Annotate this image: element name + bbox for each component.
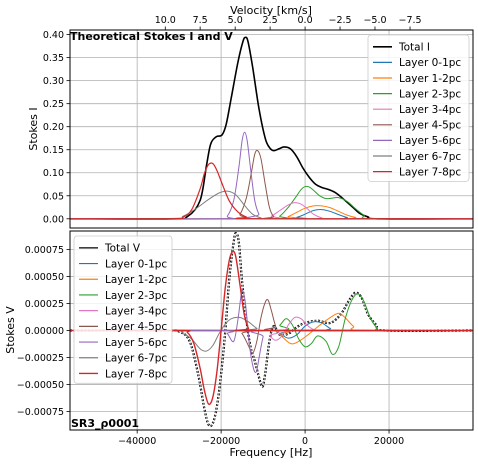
series-line-layer-1-2pc xyxy=(69,312,474,345)
y-tick-label: 0.00000 xyxy=(25,326,64,337)
y-tick-label: 0.00075 xyxy=(25,245,64,256)
y-tick-label: 0.15 xyxy=(43,145,64,156)
legend-label-layer-0-1pc: Layer 0-1pc xyxy=(105,258,167,270)
legend-label-layer-6-7pc: Layer 6-7pc xyxy=(105,353,167,365)
velocity-ticks: 10.0 7.5 5.0 2.5 0.0 −2.5 −5.0 −7.5 xyxy=(155,15,422,30)
legend-label-layer-1-2pc: Layer 1-2pc xyxy=(105,274,167,286)
legend-label-layer-3-4pc: Layer 3-4pc xyxy=(399,104,461,116)
series-line-layer-4-5pc xyxy=(69,149,474,220)
series-line-layer-5-6pc xyxy=(69,131,474,220)
legend-label-total-v: Total V xyxy=(104,243,141,255)
legend-box xyxy=(73,235,173,384)
stokes-v-y-ticks: −0.00075 −0.00050 −0.00025 0.00000 0.00025 0.… xyxy=(17,245,70,418)
frequency-axis-label: Frequency [Hz] xyxy=(230,446,313,459)
stokes-i-panel: 0.00 0.05 0.10 0.15 0.20 0.25 0.30 0.35 0.40 10.… xyxy=(27,4,474,229)
legend-label-total-i: Total I xyxy=(398,42,430,54)
stokes-i-axis-label: Stokes I xyxy=(27,107,40,150)
velocity-tick-label: 5.0 xyxy=(228,15,243,26)
velocity-tick-label: 0.0 xyxy=(298,15,313,26)
legend-label-layer-7-8pc: Layer 7-8pc xyxy=(399,166,461,178)
stokes-v-panel: −0.00075 −0.00050 −0.00025 0.00000 0.00025 0.… xyxy=(4,230,474,459)
y-tick-label: 0.00050 xyxy=(25,272,64,283)
y-tick-label: 0.00 xyxy=(43,214,64,225)
stokes-i-series-group xyxy=(69,36,474,220)
series-line-layer-1-2pc xyxy=(69,205,474,220)
y-tick-label: −0.00025 xyxy=(17,353,64,364)
velocity-tick-label: −2.5 xyxy=(329,15,352,26)
velocity-axis-label: Velocity [km/s] xyxy=(230,4,312,17)
source-annotation: SR3_ρ0001 xyxy=(71,417,139,430)
chart-title: Theoretical Stokes I and V xyxy=(70,30,233,43)
legend-label-layer-5-6pc: Layer 5-6pc xyxy=(105,337,167,349)
legend-label-layer-7-8pc: Layer 7-8pc xyxy=(105,368,167,380)
series-line-layer-6-7pc xyxy=(69,316,474,352)
velocity-tick-label: 7.5 xyxy=(193,15,208,26)
legend-label-layer-3-4pc: Layer 3-4pc xyxy=(105,305,167,317)
stokes-i-y-ticks: 0.00 0.05 0.10 0.15 0.20 0.25 0.30 0.35 0.40 xyxy=(43,30,70,225)
series-line-layer-7-8pc xyxy=(69,162,474,220)
legend-label-layer-5-6pc: Layer 5-6pc xyxy=(399,135,461,147)
legend-label-layer-2-3pc: Layer 2-3pc xyxy=(399,88,461,100)
stokes-v-series-group xyxy=(69,232,474,428)
frequency-tick-label: 0 xyxy=(302,436,308,447)
legend-label-layer-2-3pc: Layer 2-3pc xyxy=(105,290,167,302)
stokes-i-legend: Total I Layer 0-1pc Layer 1-2pc Layer 2-3pc… xyxy=(367,34,470,182)
frequency-tick-label: −20000 xyxy=(202,436,240,447)
velocity-tick-label: −5.0 xyxy=(363,15,386,26)
velocity-tick-label: 2.5 xyxy=(263,15,278,26)
series-line-layer-5-6pc xyxy=(69,289,474,373)
stokes-i-plot-frame xyxy=(69,29,474,229)
stokes-v-axis-label: Stokes V xyxy=(4,306,17,354)
frequency-tick-label: −40000 xyxy=(118,436,156,447)
y-tick-label: −0.00050 xyxy=(17,380,64,391)
series-line-layer-4-5pc xyxy=(69,299,474,354)
legend-label-layer-1-2pc: Layer 1-2pc xyxy=(399,73,461,85)
y-tick-label: −0.00075 xyxy=(17,407,64,418)
y-tick-label: 0.25 xyxy=(43,99,64,110)
frequency-ticks: −40000 −20000 0 20000 xyxy=(118,430,404,447)
stokes-v-legend: Total V Layer 0-1pc Layer 1-2pc Layer 2-3pc… xyxy=(73,235,173,384)
y-tick-label: 0.40 xyxy=(43,30,64,41)
velocity-tick-label: 10.0 xyxy=(155,15,176,26)
y-tick-label: 0.30 xyxy=(43,76,64,87)
y-tick-label: 0.05 xyxy=(43,191,64,202)
legend-label-layer-4-5pc: Layer 4-5pc xyxy=(399,120,461,132)
y-tick-label: 0.10 xyxy=(43,168,64,179)
legend-label-layer-0-1pc: Layer 0-1pc xyxy=(399,57,461,69)
series-line-layer-7-8pc xyxy=(69,250,474,406)
y-tick-label: 0.35 xyxy=(43,53,64,64)
velocity-tick-label: −7.5 xyxy=(398,15,421,26)
y-tick-label: 0.20 xyxy=(43,122,64,133)
legend-label-layer-4-5pc: Layer 4-5pc xyxy=(105,321,167,333)
series-line-total-i xyxy=(69,36,474,220)
series-line-layer-2-3pc xyxy=(69,293,474,355)
frequency-tick-label: 20000 xyxy=(374,436,404,447)
series-line-total-v-core xyxy=(69,232,474,427)
y-tick-label: 0.00025 xyxy=(25,299,64,310)
legend-label-layer-6-7pc: Layer 6-7pc xyxy=(399,151,461,163)
legend-box xyxy=(367,34,470,182)
series-line-layer-2-3pc xyxy=(69,185,474,220)
